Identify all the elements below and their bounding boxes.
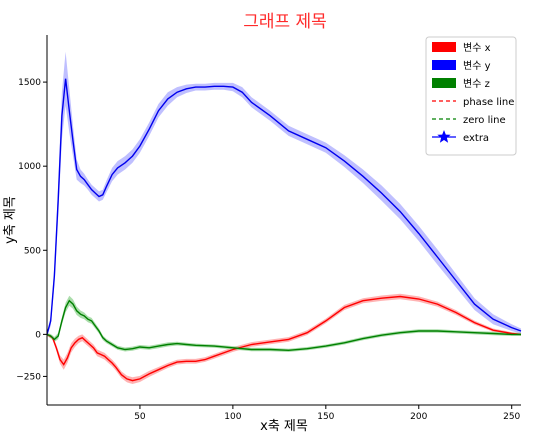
x-tick-label: 250 <box>503 412 520 422</box>
legend-item: 변수 x <box>432 42 491 54</box>
series-band-2 <box>47 51 521 337</box>
y-ticks: −250 0 500 1000 1500 <box>16 78 47 382</box>
legend-item: 변수 z <box>432 78 490 90</box>
legend-swatch <box>432 60 456 70</box>
y-tick-label: −250 <box>16 372 41 382</box>
axes: 50 100 150 200 250 −250 0 500 1000 1500 <box>16 35 521 422</box>
legend-label: extra <box>463 133 489 144</box>
legend-item: zero line <box>432 115 506 126</box>
y-tick-label: 0 <box>35 330 41 340</box>
y-tick-label: 1500 <box>18 78 41 88</box>
legend-label: 변수 y <box>463 60 491 72</box>
legend-item: phase line <box>432 97 514 108</box>
legend-label: phase line <box>463 97 514 108</box>
y-tick-label: 1000 <box>18 162 41 172</box>
legend-item: 변수 y <box>432 60 491 72</box>
confidence-bands <box>47 51 521 384</box>
legend-swatch <box>432 78 456 88</box>
plot-area <box>46 51 522 384</box>
legend-label: 변수 x <box>463 42 491 54</box>
legend-swatch <box>432 42 456 52</box>
x-tick-label: 150 <box>317 412 334 422</box>
series-line-1 <box>46 295 522 382</box>
series-lines <box>46 78 522 382</box>
x-ticks: 50 100 150 200 250 <box>134 405 521 422</box>
legend-label: zero line <box>463 115 506 126</box>
x-tick-label: 50 <box>134 412 146 422</box>
x-tick-label: 200 <box>410 412 427 422</box>
star-icon <box>437 130 451 143</box>
series-line-2 <box>46 78 522 335</box>
series-line-3 <box>46 299 521 352</box>
y-tick-label: 500 <box>24 246 41 256</box>
y-axis-label: y축 제목 <box>3 196 18 244</box>
chart-title: 그래프 제목 <box>243 12 327 32</box>
x-tick-label: 100 <box>224 412 241 422</box>
series-band-1 <box>47 293 521 384</box>
legend: 변수 x 변수 y 변수 z phase line zero line extra <box>425 36 517 156</box>
legend-item: extra <box>432 130 489 144</box>
x-axis-label: x축 제목 <box>260 419 308 434</box>
legend-label: 변수 z <box>463 78 490 90</box>
series-band-3 <box>47 295 521 352</box>
